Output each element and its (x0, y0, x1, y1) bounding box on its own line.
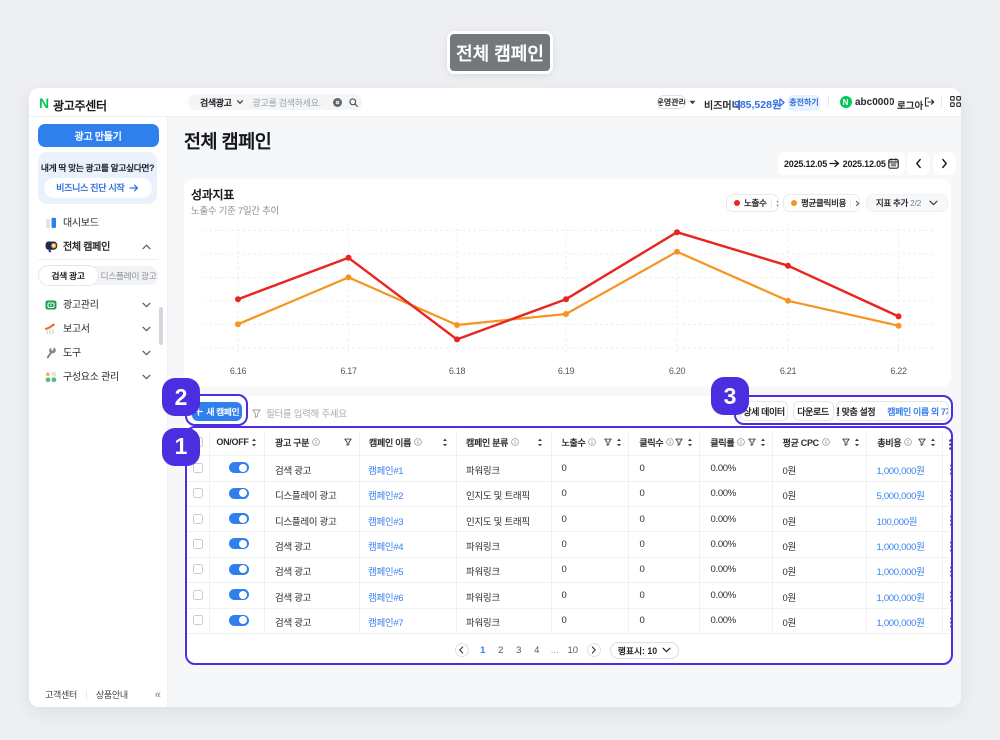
svg-text:6.20: 6.20 (669, 366, 686, 376)
svg-text:6.19: 6.19 (558, 366, 575, 376)
svg-text:6.21: 6.21 (780, 366, 797, 376)
svg-text:6.17: 6.17 (340, 366, 357, 376)
svg-text:6.18: 6.18 (449, 366, 466, 376)
svg-text:6.22: 6.22 (890, 366, 907, 376)
svg-text:6.16: 6.16 (230, 366, 247, 376)
